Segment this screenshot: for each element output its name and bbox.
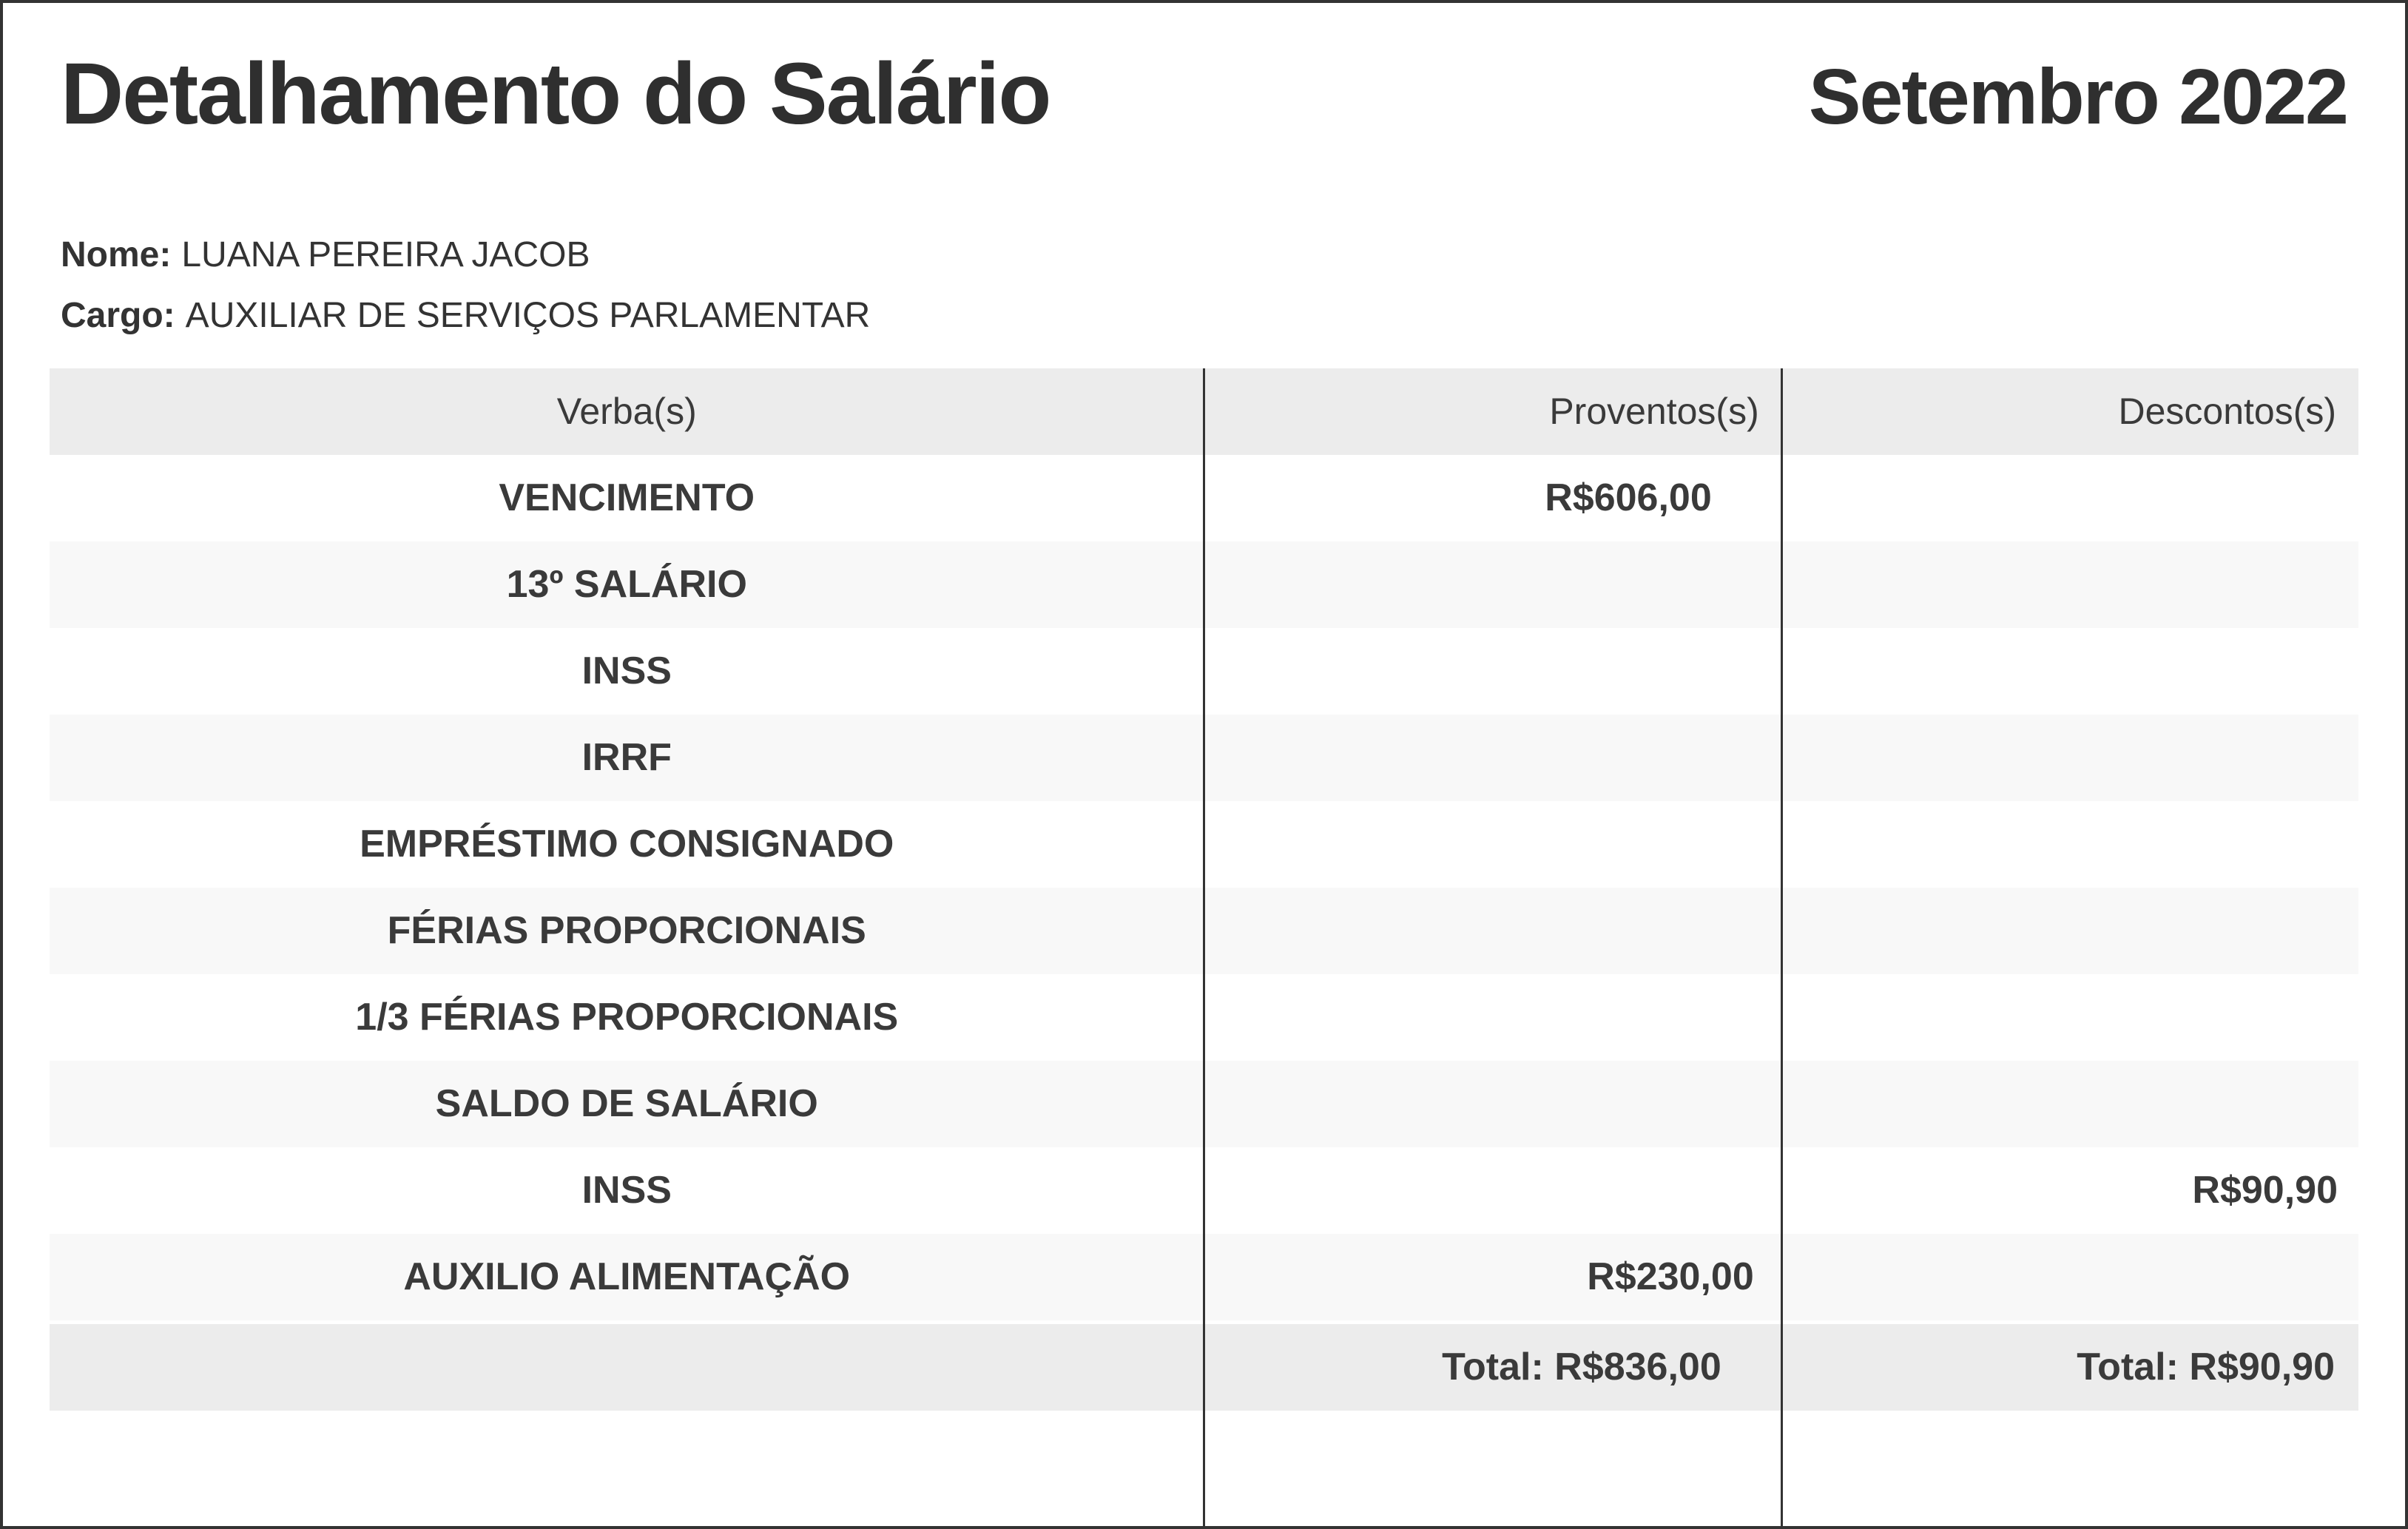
verba-cell: VENCIMENTO — [499, 476, 755, 520]
employee-name-line: Nome: LUANA PEREIRA JACOB — [61, 225, 2347, 286]
verba-cell: AUXILIO ALIMENTAÇÃO — [403, 1255, 851, 1299]
page-title: Detalhamento do Salário — [61, 45, 1052, 143]
descontos-cell: R$90,90 — [2192, 1169, 2338, 1212]
proventos-cell: R$230,00 — [1587, 1255, 1754, 1299]
total-descontos-cell: Total: R$90,90 — [2077, 1346, 2335, 1389]
header-descontos: Descontos(s) — [2118, 391, 2336, 433]
employee-info: Nome: LUANA PEREIRA JACOB Cargo: AUXILIAR … — [3, 225, 2405, 346]
employee-role-line: Cargo: AUXILIAR DE SERVIÇOS PARLAMENTAR — [61, 286, 2347, 346]
verba-cell: IRRF — [581, 736, 672, 780]
verba-cell: INSS — [581, 1169, 672, 1212]
header-proventos: Proventos(s) — [1549, 391, 1759, 433]
period-label: Setembro 2022 — [1808, 53, 2349, 141]
verba-cell: 13º SALÁRIO — [506, 563, 747, 607]
verba-cell: 1/3 FÉRIAS PROPORCIONAIS — [355, 996, 899, 1039]
role-label: Cargo: — [61, 295, 175, 335]
page-header: Detalhamento do Salário Setembro 2022 — [3, 3, 2405, 145]
column-divider-verba-proventos — [1203, 368, 1205, 1526]
verba-cell: FÉRIAS PROPORCIONAIS — [387, 909, 866, 953]
verba-cell: EMPRÉSTIMO CONSIGNADO — [360, 823, 894, 866]
employee-name: LUANA PEREIRA JACOB — [181, 234, 590, 274]
proventos-cell: R$606,00 — [1545, 476, 1712, 520]
header-verba: Verba(s) — [556, 391, 697, 433]
verba-cell: SALDO DE SALÁRIO — [435, 1082, 818, 1126]
verba-cell: INSS — [581, 649, 672, 693]
name-label: Nome: — [61, 234, 172, 274]
column-divider-proventos-descontos — [1781, 368, 1783, 1526]
employee-role: AUXILIAR DE SERVIÇOS PARLAMENTAR — [185, 295, 871, 335]
total-proventos-cell: Total: R$836,00 — [1442, 1346, 1721, 1389]
